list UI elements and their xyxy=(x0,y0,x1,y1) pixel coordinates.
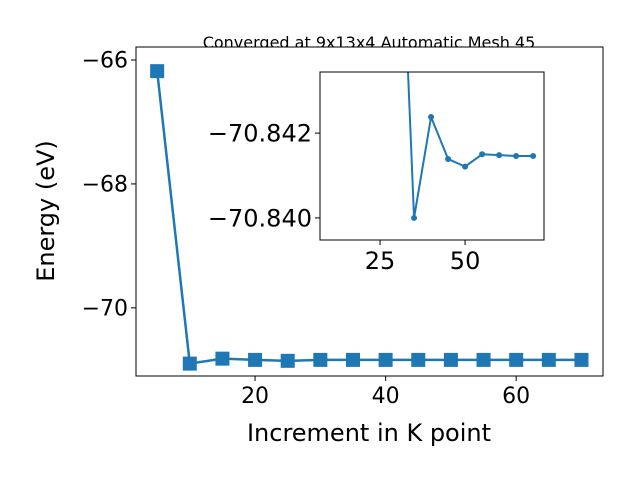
y-tick-label: −70.840 xyxy=(208,204,312,232)
marker xyxy=(150,64,165,79)
x-tick-label: 50 xyxy=(450,247,481,275)
x-tick-label: 40 xyxy=(372,384,400,409)
x-axis-label: Increment in K point xyxy=(247,419,491,447)
marker xyxy=(541,352,556,367)
marker xyxy=(530,153,537,159)
axes-frame xyxy=(319,71,545,241)
marker xyxy=(513,153,520,159)
marker xyxy=(345,352,360,367)
marker xyxy=(496,152,503,159)
marker xyxy=(313,352,328,367)
x-tick-label: 20 xyxy=(241,384,269,409)
marker xyxy=(476,352,491,367)
y-tick-label: −66 xyxy=(82,49,128,74)
marker xyxy=(445,155,452,162)
marker xyxy=(248,352,263,367)
marker xyxy=(182,356,197,371)
y-axis-label: Energy (eV) xyxy=(32,140,60,282)
axes-frame xyxy=(135,46,604,377)
marker xyxy=(574,352,589,367)
marker xyxy=(509,352,524,367)
marker xyxy=(378,352,393,367)
marker xyxy=(411,214,418,221)
y-tick-label: −70.842 xyxy=(208,119,312,147)
marker xyxy=(411,352,426,367)
marker xyxy=(462,163,469,170)
x-tick-label: 25 xyxy=(365,247,396,275)
marker xyxy=(443,352,458,367)
marker xyxy=(428,113,435,120)
x-tick-label: 60 xyxy=(502,384,530,409)
y-tick-label: −70 xyxy=(82,297,128,322)
y-tick-label: −68 xyxy=(82,173,128,198)
marker xyxy=(215,351,230,366)
marker xyxy=(479,151,486,158)
marker xyxy=(280,353,295,368)
